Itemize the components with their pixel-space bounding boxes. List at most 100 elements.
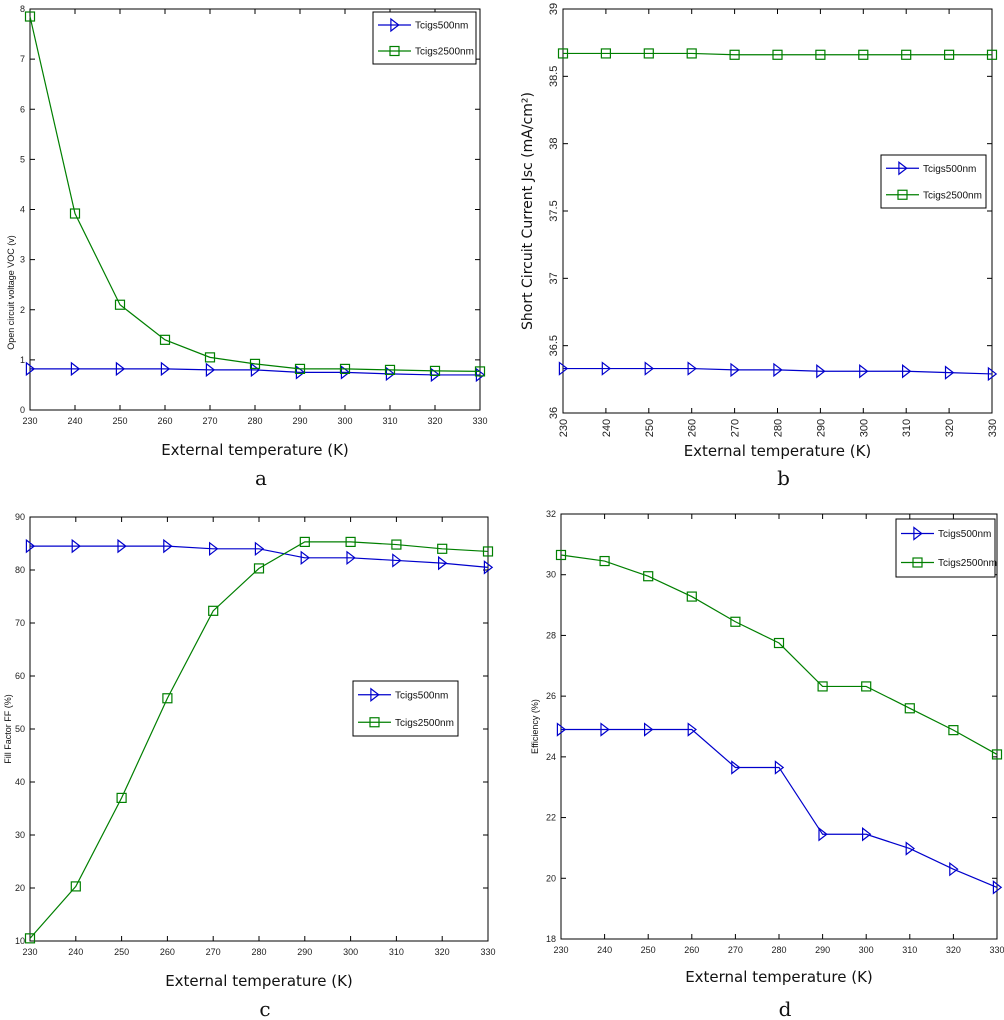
y-tick-label: 1 xyxy=(20,355,25,365)
data-point-Tcigs2500nm xyxy=(24,11,36,22)
data-point-Tcigs2500nm xyxy=(437,543,448,554)
y-axis-label: Short Circuit Current Jsc (mA/cm²) xyxy=(520,92,536,330)
x-tick-label: 240 xyxy=(597,945,612,955)
y-tick-label: 36.5 xyxy=(548,335,560,356)
x-tick-label: 290 xyxy=(292,416,307,426)
data-point-Tcigs2500nm xyxy=(474,366,486,377)
data-point-Tcigs500nm xyxy=(687,722,697,737)
y-tick-label: 36 xyxy=(548,407,560,419)
series-line-Tcigs2500nm xyxy=(29,16,481,373)
legend-entry: Tcigs2500nm xyxy=(395,718,454,729)
y-tick-label: 37 xyxy=(548,272,560,284)
legend-entry: Tcigs500nm xyxy=(938,529,991,540)
data-point-Tcigs2500nm xyxy=(815,49,826,60)
x-tick-label: 300 xyxy=(343,947,358,957)
data-point-Tcigs500nm xyxy=(730,362,740,378)
x-tick-label: 320 xyxy=(427,416,442,426)
y-tick-label: 37.5 xyxy=(548,200,560,221)
data-point-Tcigs500nm xyxy=(556,722,567,737)
series-line-Tcigs2500nm xyxy=(29,541,489,939)
data-point-Tcigs2500nm xyxy=(114,299,126,310)
panel-label: b xyxy=(777,466,790,490)
legend: Tcigs500nm Tcigs2500nm xyxy=(352,680,459,737)
data-point-Tcigs500nm xyxy=(71,538,81,554)
y-tick-label: 39 xyxy=(548,3,560,15)
x-tick-label: 270 xyxy=(206,947,221,957)
data-point-Tcigs2500nm xyxy=(384,364,396,375)
x-tick-label: 260 xyxy=(687,419,699,437)
y-tick-label: 20 xyxy=(546,873,556,883)
legend: Tcigs500nm Tcigs2500nm xyxy=(372,11,477,65)
data-point-Tcigs2500nm xyxy=(817,681,828,692)
chart-panel-b: 230 240 250 260 270 280 290 300 310 320 330 36 36.5 3… xyxy=(520,3,999,490)
x-tick-label: 250 xyxy=(114,947,129,957)
legend: Tcigs500nm Tcigs2500nm xyxy=(880,154,987,209)
data-point-Tcigs500nm xyxy=(70,361,81,377)
series-line-Tcigs500nm xyxy=(563,367,993,375)
x-tick-label: 260 xyxy=(684,945,699,955)
data-point-Tcigs500nm xyxy=(209,541,219,557)
data-point-Tcigs500nm xyxy=(643,722,654,737)
y-tick-label: 28 xyxy=(546,630,556,640)
x-tick-label: 300 xyxy=(859,945,874,955)
legend-marker xyxy=(913,526,923,541)
chart-panel-a: 230 240 250 260 270 280 290 300 310 320 330 0 1 2 3 4 5 6… xyxy=(6,4,488,490)
legend-entry: Tcigs2500nm xyxy=(923,190,982,201)
data-point-Tcigs2500nm xyxy=(159,334,171,345)
panel-label: d xyxy=(779,997,792,1020)
x-tick-label: 300 xyxy=(858,419,870,437)
x-tick-label: 320 xyxy=(946,945,961,955)
data-point-Tcigs2500nm xyxy=(599,555,610,567)
legend-entry: Tcigs500nm xyxy=(415,21,468,32)
y-tick-label: 6 xyxy=(20,104,25,114)
data-point-Tcigs2500nm xyxy=(555,549,567,561)
data-point-Tcigs2500nm xyxy=(986,49,998,60)
x-tick-label: 290 xyxy=(815,945,830,955)
y-tick-label: 60 xyxy=(15,671,25,681)
data-point-Tcigs2500nm xyxy=(991,749,1003,760)
data-point-Tcigs500nm xyxy=(254,541,265,557)
legend-marker xyxy=(389,45,400,57)
y-tick-label: 2 xyxy=(20,305,25,315)
x-tick-label: 310 xyxy=(901,419,913,437)
y-tick-label: 22 xyxy=(546,813,556,823)
data-point-Tcigs2500nm xyxy=(729,49,740,60)
data-point-Tcigs500nm xyxy=(992,880,1003,895)
data-point-Tcigs2500nm xyxy=(861,681,872,692)
data-point-Tcigs2500nm xyxy=(116,792,127,804)
x-tick-label: 320 xyxy=(435,947,450,957)
panel-label: a xyxy=(255,466,267,490)
data-point-Tcigs500nm xyxy=(644,361,654,376)
data-point-Tcigs2500nm xyxy=(858,49,869,60)
data-point-Tcigs500nm xyxy=(438,555,448,571)
data-point-Tcigs500nm xyxy=(773,362,783,378)
y-axis-label: Efficiency (%) xyxy=(530,699,540,754)
plot-area xyxy=(29,8,481,411)
x-axis-label: External temperature (K) xyxy=(684,442,872,460)
data-point-Tcigs500nm xyxy=(905,841,915,856)
x-tick-label: 240 xyxy=(67,416,82,426)
x-tick-label: 310 xyxy=(382,416,397,426)
x-tick-label: 330 xyxy=(987,419,999,437)
y-tick-label: 20 xyxy=(15,883,25,893)
panel-label: c xyxy=(259,997,270,1020)
x-tick-label: 270 xyxy=(730,419,742,437)
data-point-Tcigs500nm xyxy=(250,362,261,378)
plot-area xyxy=(560,513,998,940)
data-point-Tcigs2500nm xyxy=(643,571,654,582)
y-tick-label: 90 xyxy=(15,512,25,522)
data-point-Tcigs500nm xyxy=(601,361,612,376)
y-tick-label: 3 xyxy=(20,255,25,265)
y-tick-label: 30 xyxy=(546,570,556,580)
data-point-Tcigs2500nm xyxy=(299,536,310,548)
x-tick-label: 330 xyxy=(480,947,495,957)
x-tick-label: 270 xyxy=(728,945,743,955)
y-tick-label: 38 xyxy=(548,138,560,150)
data-point-Tcigs2500nm xyxy=(294,363,306,374)
data-point-Tcigs2500nm xyxy=(557,48,569,59)
x-tick-label: 240 xyxy=(601,419,613,437)
chart-panel-d: 230 240 250 260 270 280 290 300 310 320 330 18 20 22 2… xyxy=(530,509,1004,1020)
x-tick-label: 300 xyxy=(337,416,352,426)
x-tick-label: 330 xyxy=(472,416,487,426)
